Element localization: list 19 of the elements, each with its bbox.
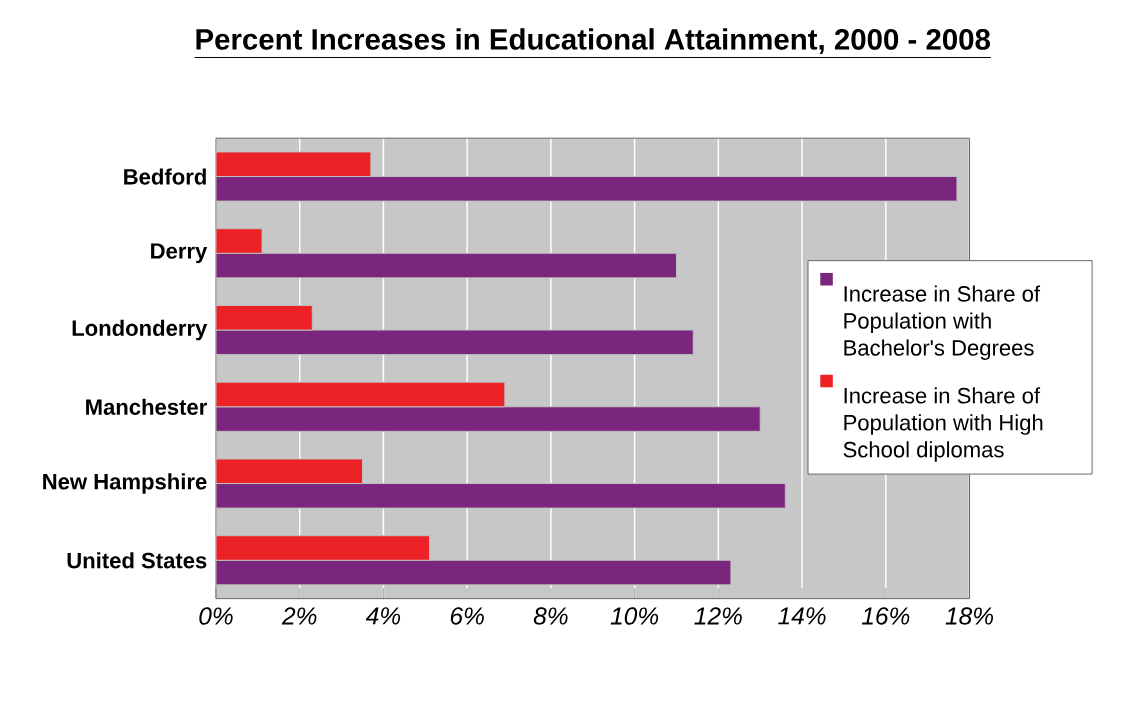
y-tick-label: Derry <box>151 243 208 263</box>
y-tick-label: United States <box>67 551 207 569</box>
y-tick-label: Bedford <box>124 168 206 185</box>
x-tick-label: 16% <box>861 607 910 625</box>
x-tick-label: 18% <box>945 607 994 625</box>
legend-label: Increase in Share of Population with High School diplomas <box>843 387 1043 462</box>
y-tick-label: New Hampshire <box>43 473 207 494</box>
chart-title: Percent Increases in Educational Attainment, 2000 - 2008 <box>196 28 991 54</box>
x-tick-label: 10% <box>610 607 659 625</box>
legend-label: Increase in Share of Population with Bachelor's Degrees <box>844 285 1041 360</box>
y-tick-label: Manchester <box>86 398 207 415</box>
x-tick-label: 2% <box>281 607 317 625</box>
x-tick-label: 4% <box>365 607 401 625</box>
y-tick-label: Londonderry <box>72 319 208 341</box>
x-tick-label: 12% <box>694 607 742 625</box>
x-tick-label: 0% <box>199 607 233 625</box>
x-tick-label: 14% <box>778 607 826 625</box>
x-tick-label: 6% <box>450 607 484 625</box>
x-tick-label: 8% <box>533 607 568 625</box>
